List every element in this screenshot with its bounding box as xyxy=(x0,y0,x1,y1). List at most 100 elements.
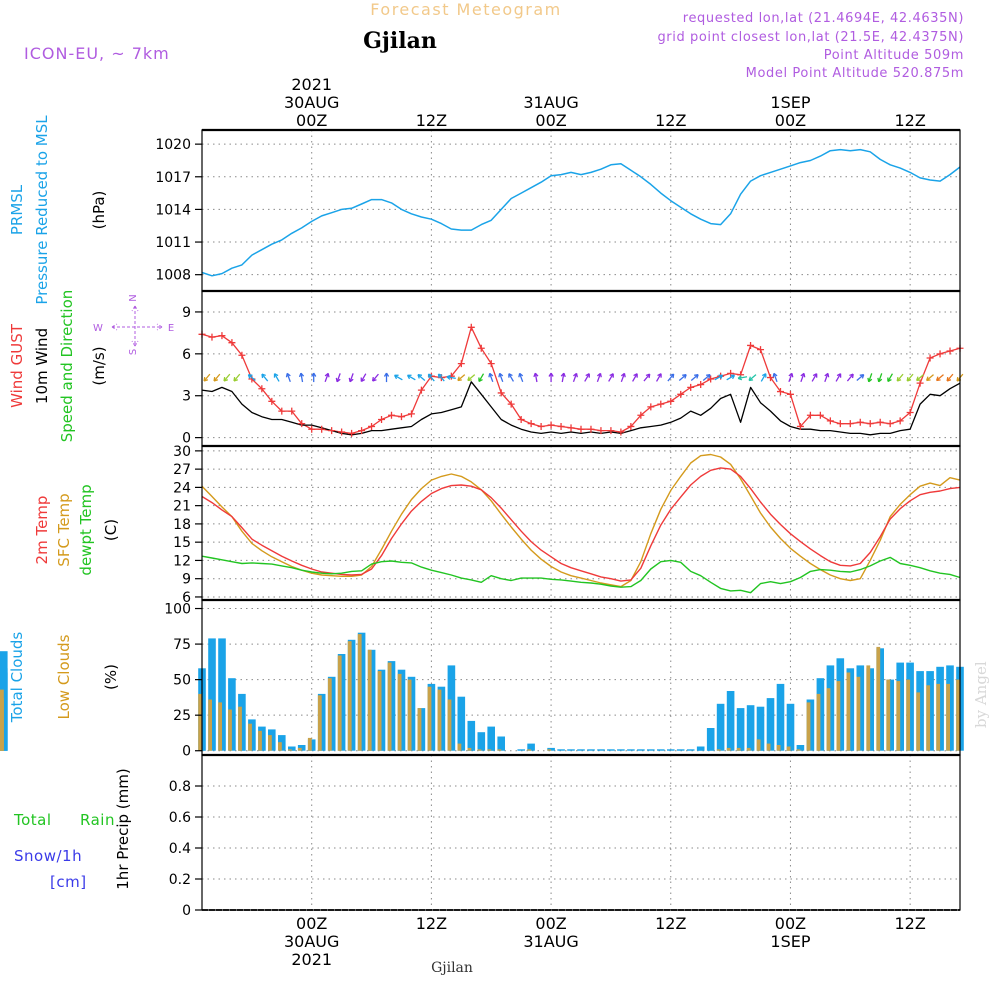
gust-marker xyxy=(906,408,914,416)
rain-label: Rain xyxy=(80,811,115,829)
y-tick-label: 1020 xyxy=(155,137,191,153)
requested-coords: requested lon,lat (21.4694E, 42.4635N) xyxy=(683,11,964,26)
gust-marker xyxy=(407,410,415,418)
total-cloud-bar xyxy=(756,706,765,751)
compass-arrows xyxy=(111,305,163,347)
wind-arrow xyxy=(643,373,651,382)
y-tick-label: 25 xyxy=(173,708,191,724)
y-tick-label: 50 xyxy=(173,673,191,689)
low-cloud-bar xyxy=(347,641,352,751)
top-time-label: 12Z xyxy=(894,111,925,130)
total-cloud-bar xyxy=(617,749,625,751)
total-cloud-bar xyxy=(208,638,216,751)
gust-marker xyxy=(417,386,425,394)
wind-arrow xyxy=(772,372,778,383)
wind-arrow xyxy=(324,372,330,383)
gust-marker xyxy=(846,420,854,428)
wind-arrow xyxy=(467,374,476,382)
low-cloud-bar xyxy=(936,683,941,751)
y-tick-label: 24 xyxy=(173,480,191,496)
gust-marker xyxy=(507,400,515,408)
y-tick-label: 9 xyxy=(182,305,191,321)
gust-marker xyxy=(368,422,376,430)
wind-arrow xyxy=(203,373,211,382)
wind-arrow xyxy=(887,373,893,383)
low-cloud-bar xyxy=(228,709,232,751)
wind-arrow xyxy=(478,373,485,383)
wind-frame xyxy=(201,290,961,447)
wind-arrow xyxy=(655,373,662,382)
low-cloud-bar xyxy=(776,745,781,751)
data-layer xyxy=(0,150,964,751)
low-cloud-bar xyxy=(337,655,342,751)
bottom-time-label: 2021 xyxy=(291,950,332,969)
top-time-label: 12Z xyxy=(416,111,447,130)
gust-marker xyxy=(587,425,595,433)
wind-arrow xyxy=(298,372,305,383)
gust-marker xyxy=(278,407,286,415)
compass-rose: N S W E xyxy=(93,294,174,355)
wind-arrow xyxy=(690,374,699,381)
gust-marker xyxy=(238,351,246,359)
low-cloud-bar xyxy=(756,739,761,751)
low-cloud-bar xyxy=(218,702,222,751)
gust-marker xyxy=(926,354,934,362)
total-cloud-bar xyxy=(317,693,326,751)
y-tick-label: 9 xyxy=(182,572,191,588)
bottom-time-label: 00Z xyxy=(296,914,327,933)
total-cloud-bar xyxy=(627,749,635,751)
low-cloud-bar xyxy=(377,671,382,751)
wind-arrow xyxy=(372,373,379,382)
top-time-label: 00Z xyxy=(296,111,327,130)
total-cloud-bar xyxy=(447,665,456,751)
temp-dewpt-label: dewpt Temp xyxy=(77,484,95,575)
total-cloud-bar xyxy=(297,745,306,751)
wind-arrow xyxy=(548,372,554,383)
top-time-label: 2021 xyxy=(291,75,332,94)
y-tick-label: 12 xyxy=(173,553,191,569)
y-tick-label: 0 xyxy=(182,903,191,919)
gust-marker xyxy=(637,411,645,419)
model-label: ICON-EU, ~ 7km xyxy=(24,44,170,63)
wind-arrow xyxy=(726,374,736,381)
y-tick-label: 6 xyxy=(182,590,191,606)
gust-marker xyxy=(397,413,405,421)
low-cloud-bar xyxy=(916,692,921,751)
gust-marker xyxy=(677,390,685,398)
pressure-unit-label: (hPa) xyxy=(90,191,108,230)
low-cloud-bar xyxy=(268,735,272,751)
wind-arrow xyxy=(427,373,435,382)
top-time-label: 31AUG xyxy=(523,93,578,112)
wind-arrow xyxy=(584,373,590,382)
low-cloud-bar xyxy=(407,679,412,751)
gust-marker xyxy=(866,420,874,428)
y-tick-label: 27 xyxy=(173,462,191,478)
wind-arrow xyxy=(572,372,578,383)
gust-marker xyxy=(876,418,884,426)
total-cloud-bar xyxy=(327,676,336,751)
wind-arrow xyxy=(508,373,514,382)
low-cloud-bar xyxy=(846,672,851,751)
low-cloud-bar xyxy=(796,749,801,751)
wind-unit-label: (m/s) xyxy=(90,346,108,385)
point-altitude: Point Altitude 509m xyxy=(824,48,964,63)
low-cloud-bar xyxy=(208,699,212,751)
gust-marker xyxy=(318,425,326,433)
total-cloud-bar xyxy=(706,728,715,751)
low-cloud-bar xyxy=(736,747,741,751)
gust-marker xyxy=(776,388,784,396)
wind-arrow xyxy=(360,373,367,383)
total-cloud-bar xyxy=(517,749,525,751)
gust-marker xyxy=(617,428,625,436)
low-cloud-bar xyxy=(317,695,322,751)
low-cloud-bar xyxy=(786,746,791,751)
wind-arrow xyxy=(846,373,854,382)
low-cloud-bar xyxy=(457,743,462,751)
gust-marker xyxy=(517,415,525,423)
bottom-time-label: 00Z xyxy=(535,914,566,933)
total-cloud-bar xyxy=(726,691,735,751)
low-cloud-bar xyxy=(926,685,931,751)
low-cloud-bar xyxy=(856,676,861,751)
wind-arrow xyxy=(261,373,269,382)
